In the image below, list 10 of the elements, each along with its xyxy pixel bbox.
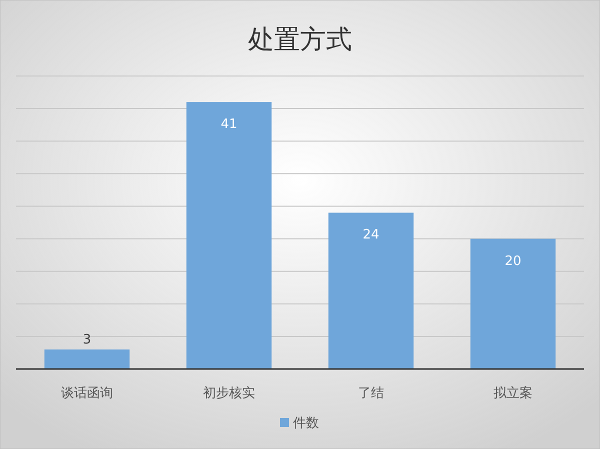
data-label: 41: [220, 117, 238, 132]
data-label: 24: [362, 228, 380, 243]
x-tick-label: 谈话函询: [61, 386, 113, 401]
data-label: 20: [504, 254, 522, 269]
chart-title: 处置方式: [248, 25, 352, 55]
legend-label: 件数: [293, 416, 319, 431]
data-label: 3: [82, 332, 92, 348]
x-tick-label: 初步核实: [203, 386, 255, 401]
x-tick-label: 了结: [358, 386, 384, 401]
x-tick-label: 拟立案: [494, 385, 532, 401]
